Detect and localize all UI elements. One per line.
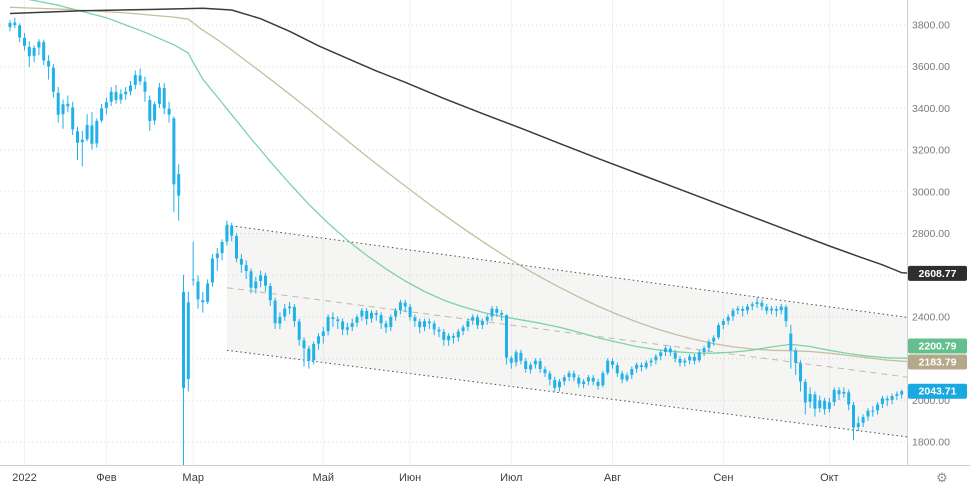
price-badges: 2608.77 2200.79 2183.79 2043.71 xyxy=(908,265,967,399)
month-label: Окт xyxy=(820,472,839,484)
ma-line-mid-green xyxy=(28,0,907,359)
price-badge xyxy=(908,383,967,399)
price-badge-label: 2183.79 xyxy=(919,357,957,369)
channel-mid-line xyxy=(226,287,907,378)
moving-averages xyxy=(9,0,907,363)
svg-text:3400.00: 3400.00 xyxy=(912,103,950,115)
ma-line-long-tan xyxy=(9,6,907,363)
month-label: Июл xyxy=(500,472,522,484)
month-label: Фев xyxy=(96,472,116,484)
trend-channel xyxy=(226,224,907,438)
gridlines xyxy=(0,0,907,465)
svg-text:3000.00: 3000.00 xyxy=(912,186,950,198)
month-label: Мар xyxy=(182,472,204,484)
ma-line-slow-black xyxy=(9,7,907,274)
price-badge-label: 2043.71 xyxy=(919,386,957,398)
settings-icon[interactable]: ⚙ xyxy=(936,470,948,485)
price-badge-label: 2200.79 xyxy=(919,341,957,353)
svg-text:3600.00: 3600.00 xyxy=(912,61,950,73)
svg-text:3200.00: 3200.00 xyxy=(912,145,950,157)
x-axis-labels: 2022 Фев Мар Май Июн Июл Авг Сен Окт xyxy=(12,472,838,484)
svg-text:1800.00: 1800.00 xyxy=(912,437,950,449)
svg-text:3800.00: 3800.00 xyxy=(912,20,950,32)
channel-fill xyxy=(226,225,907,437)
month-label: Авг xyxy=(604,472,621,484)
svg-text:2400.00: 2400.00 xyxy=(912,311,950,323)
candles xyxy=(8,17,904,465)
month-label: 2022 xyxy=(12,472,36,484)
price-badge xyxy=(908,354,967,370)
price-badge xyxy=(908,265,967,281)
svg-text:2800.00: 2800.00 xyxy=(912,228,950,240)
month-label: Май xyxy=(313,472,335,484)
price-badge xyxy=(908,338,967,354)
month-label: Июн xyxy=(399,472,421,484)
price-badge-label: 2608.77 xyxy=(919,268,957,280)
month-label: Сен xyxy=(713,472,733,484)
